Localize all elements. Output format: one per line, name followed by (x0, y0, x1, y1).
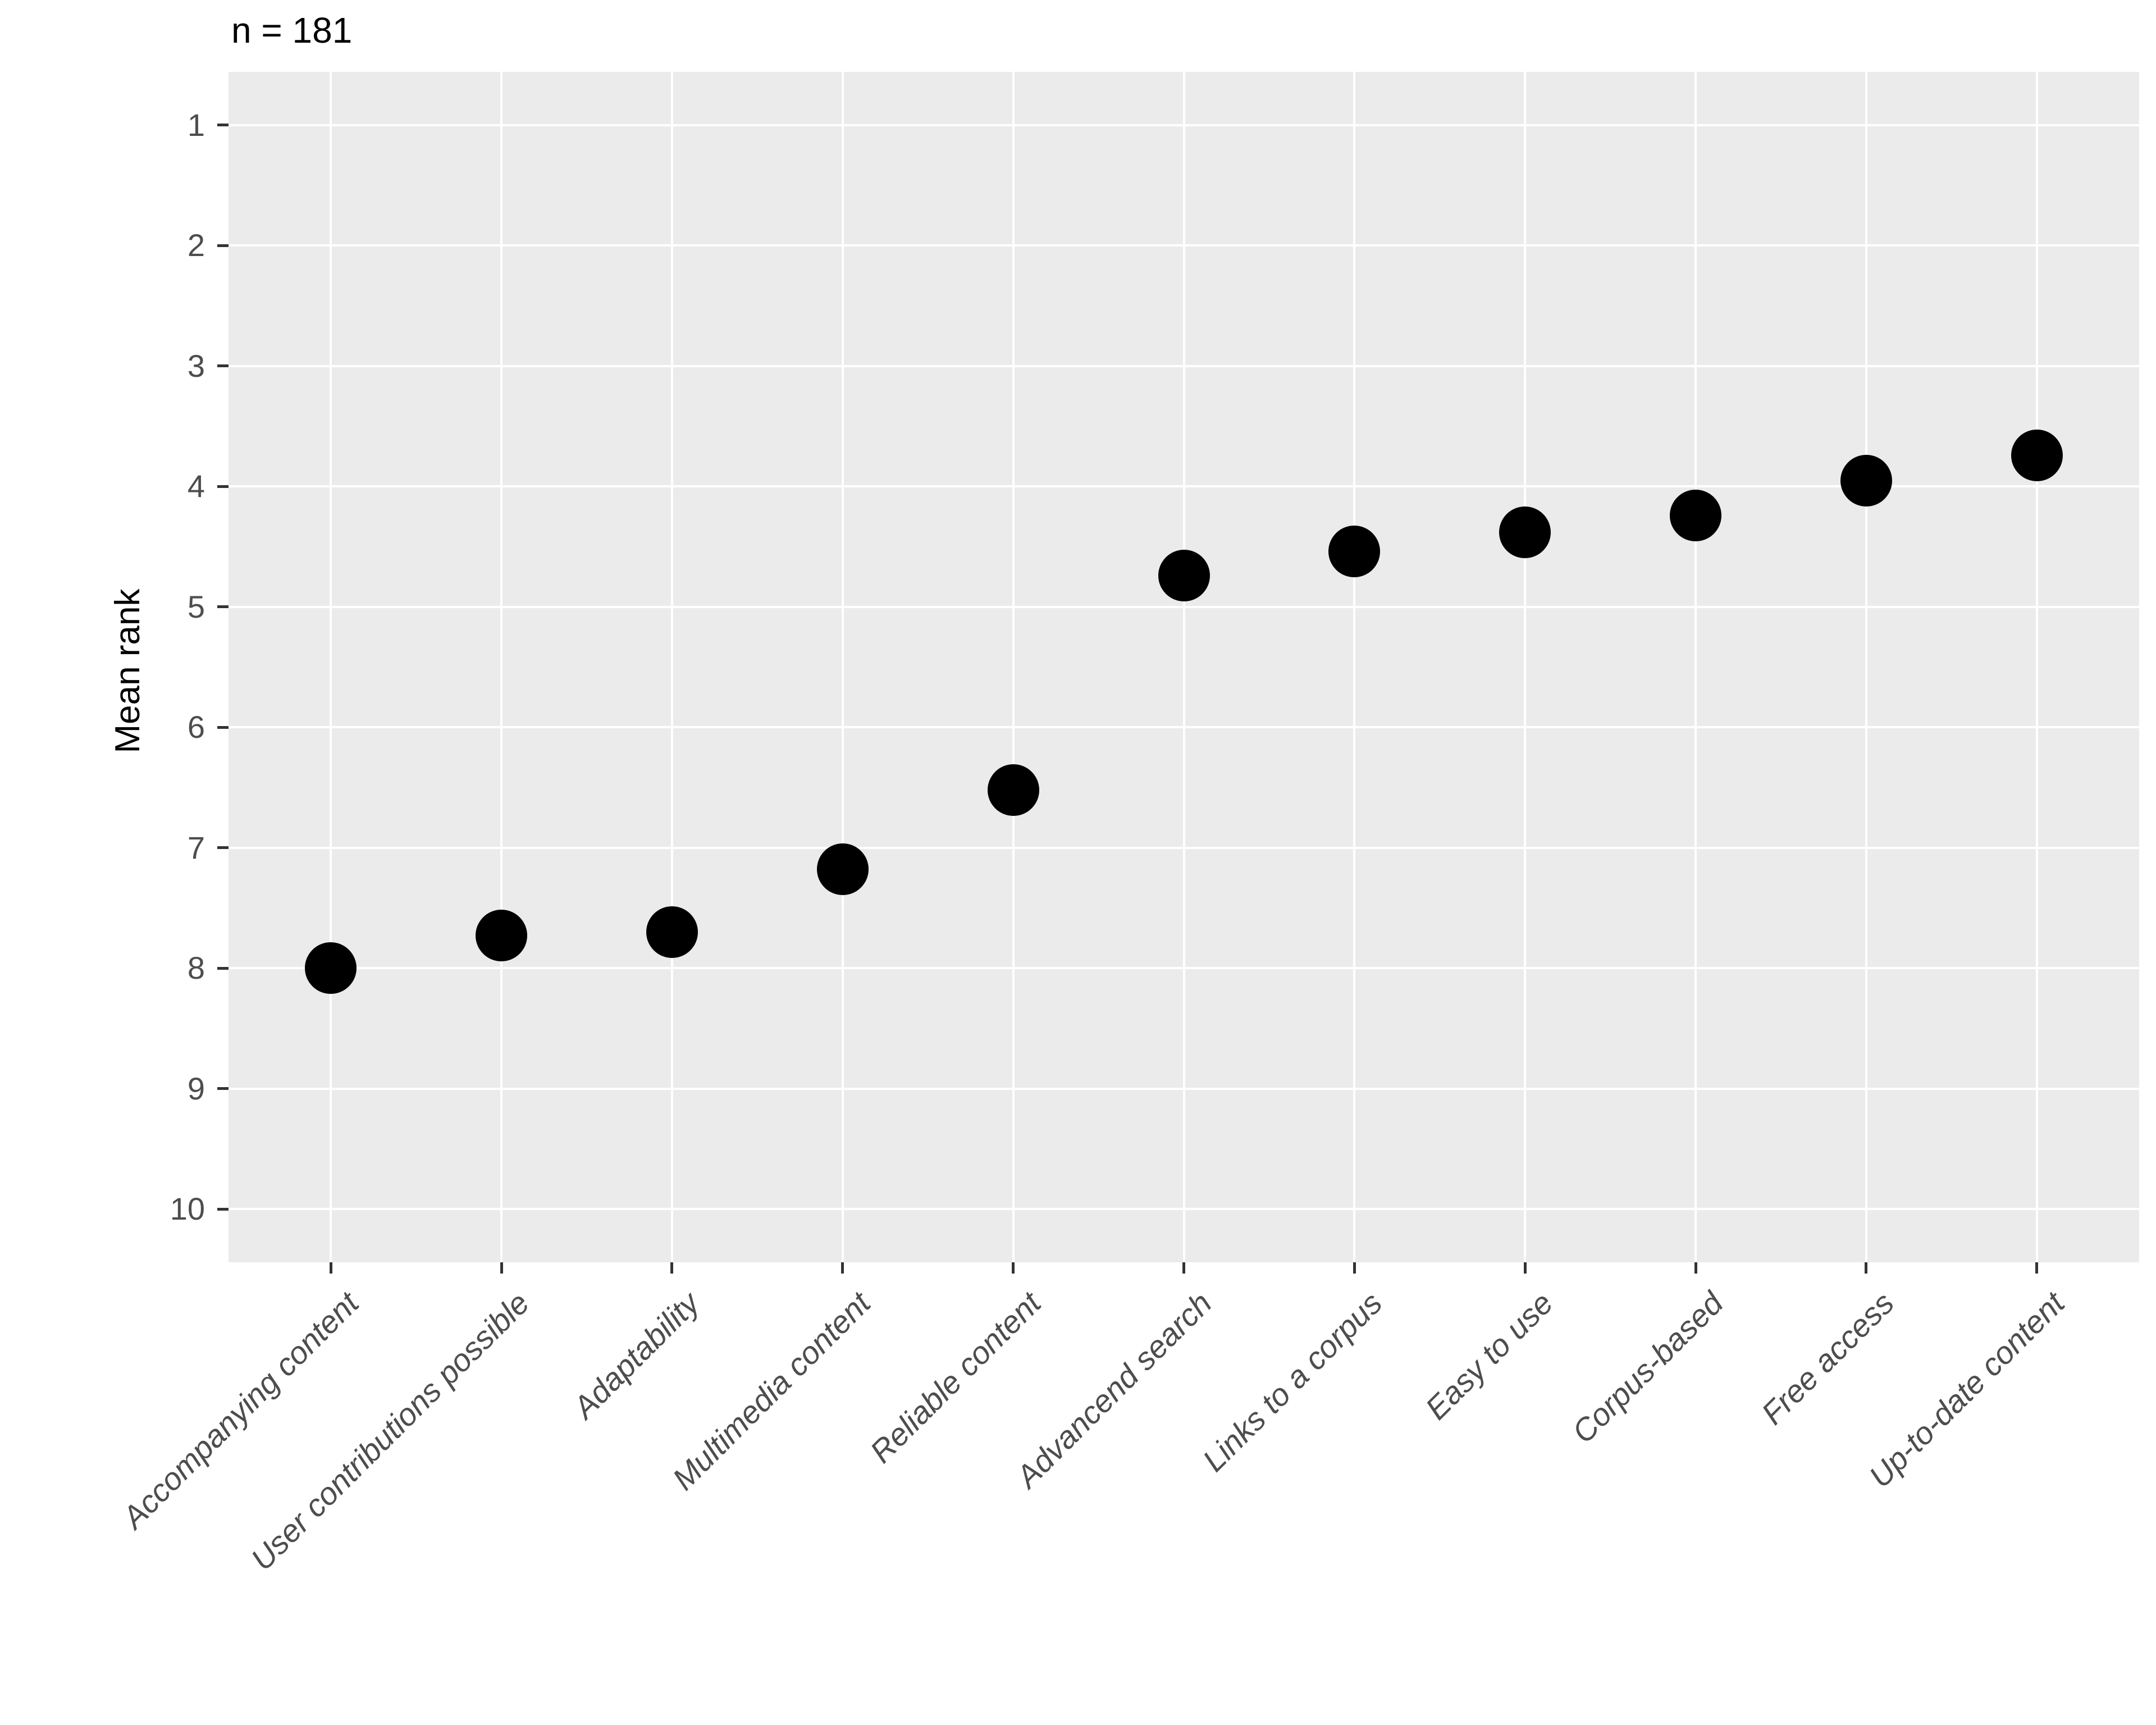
x-tick-mark (1012, 1262, 1015, 1274)
y-tick-label: 6 (187, 709, 205, 745)
data-point (1158, 550, 1210, 602)
y-tick-mark (217, 725, 229, 729)
x-category-label: Advancend search (1009, 1285, 1218, 1495)
y-tick-label: 8 (187, 950, 205, 986)
y-tick-mark (217, 364, 229, 368)
y-tick-mark (217, 124, 229, 127)
x-gridline (1694, 72, 1697, 1262)
x-tick-mark (1182, 1262, 1185, 1274)
y-tick-mark (217, 605, 229, 609)
y-tick-mark (217, 846, 229, 850)
data-point (1499, 506, 1551, 558)
data-point (646, 906, 698, 958)
data-point (816, 843, 869, 896)
data-point (476, 910, 528, 962)
x-gridline (1353, 72, 1356, 1262)
y-tick-label: 1 (187, 107, 205, 143)
x-category-label: Reliable content (863, 1285, 1048, 1470)
data-point (1328, 526, 1381, 578)
x-category-label: Up-to-date content (1862, 1285, 2071, 1495)
x-category-label: Easy to use (1418, 1285, 1560, 1427)
x-tick-mark (670, 1262, 674, 1274)
x-gridline (2035, 72, 2038, 1262)
y-tick-label: 9 (187, 1070, 205, 1106)
y-tick-label: 3 (187, 348, 205, 384)
y-tick-mark (217, 485, 229, 488)
y-tick-mark (217, 244, 229, 247)
data-point (1670, 489, 1722, 541)
x-tick-mark (2035, 1262, 2039, 1274)
y-tick-label: 5 (187, 588, 205, 624)
x-gridline (1012, 72, 1015, 1262)
x-category-label: Free access (1754, 1285, 1901, 1431)
x-gridline (1865, 72, 1867, 1262)
data-point (987, 764, 1039, 816)
x-category-label: User contributions possible (244, 1285, 536, 1577)
x-gridline (500, 72, 503, 1262)
x-tick-mark (329, 1262, 332, 1274)
x-category-label: Adaptability (566, 1285, 707, 1425)
x-tick-mark (1523, 1262, 1527, 1274)
y-tick-label: 2 (187, 227, 205, 263)
y-axis-title: Mean rank (108, 588, 147, 754)
x-gridline (841, 72, 844, 1262)
y-tick-mark (217, 966, 229, 970)
x-gridline (670, 72, 673, 1262)
y-tick-label: 4 (187, 468, 205, 504)
x-tick-mark (1865, 1262, 1868, 1274)
x-gridline (1182, 72, 1185, 1262)
x-gridline (330, 72, 332, 1262)
data-point (305, 942, 357, 994)
x-tick-mark (500, 1262, 503, 1274)
x-tick-mark (1353, 1262, 1356, 1274)
sample-size-annotation: n = 181 (231, 10, 353, 51)
y-tick-label: 10 (170, 1191, 205, 1226)
x-category-label: Corpus-based (1565, 1285, 1730, 1450)
x-gridline (1524, 72, 1527, 1262)
y-tick-mark (217, 1087, 229, 1090)
data-point (1840, 454, 1892, 506)
y-tick-label: 7 (187, 829, 205, 865)
data-point (2011, 429, 2063, 481)
x-category-label: Links to a corpus (1195, 1285, 1389, 1478)
x-tick-mark (841, 1262, 844, 1274)
y-tick-mark (217, 1207, 229, 1211)
x-tick-mark (1694, 1262, 1697, 1274)
